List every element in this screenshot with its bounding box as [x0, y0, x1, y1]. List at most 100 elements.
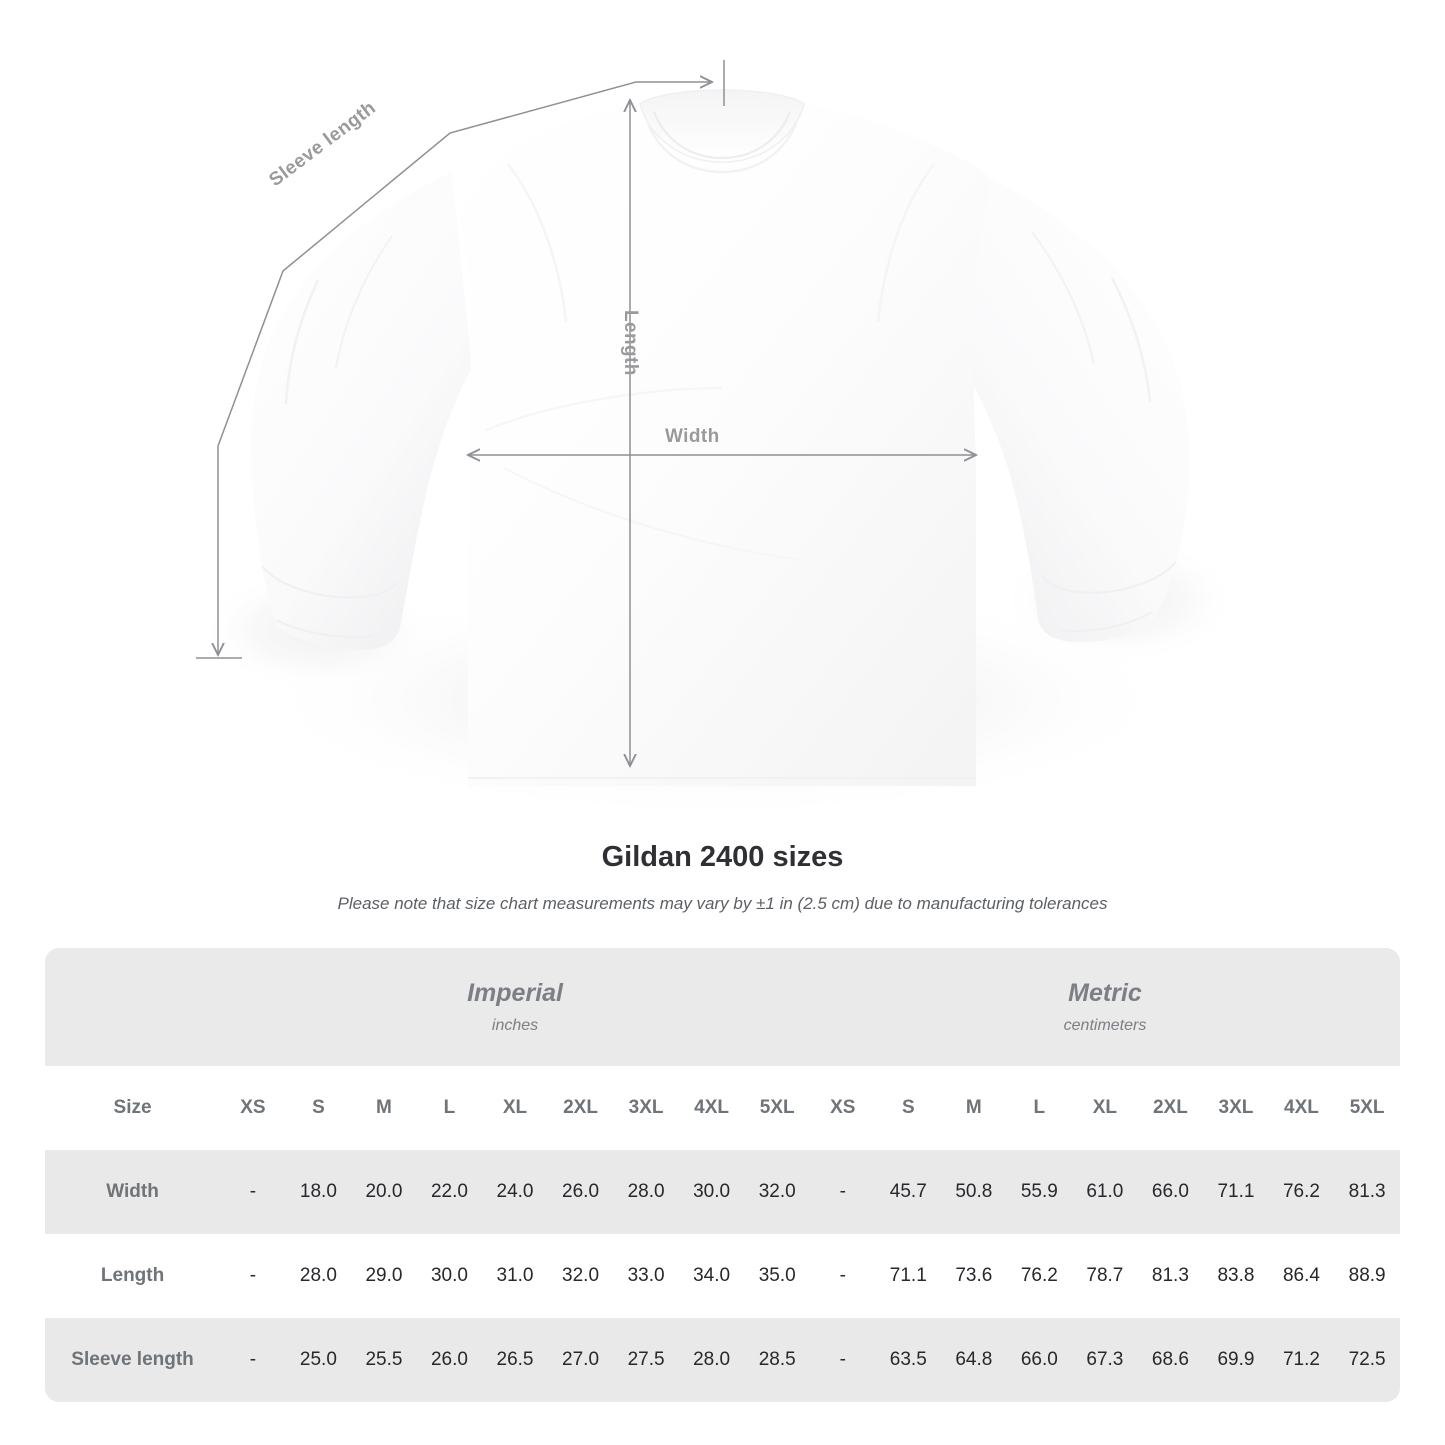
- size-header-cell: M: [941, 1066, 1007, 1150]
- measurement-cell: 30.0: [678, 1150, 745, 1234]
- measurement-cell: 30.0: [416, 1234, 483, 1318]
- measurement-cell: 32.0: [547, 1234, 614, 1318]
- unit-banner-spacer: [45, 948, 221, 1066]
- table-row: Width -18.0 20.0 22.0 24.0 26.0 28.0 30.0 32.0-4…: [45, 1150, 1400, 1234]
- measurement-cell: 28.0: [678, 1318, 745, 1402]
- size-header-cell: XS: [220, 1066, 286, 1150]
- measurement-cell: 26.0: [547, 1150, 614, 1234]
- measurement-guides: [196, 60, 976, 766]
- measurement-cell: 22.0: [416, 1150, 483, 1234]
- size-header-cell: L: [1006, 1066, 1073, 1150]
- size-header-cell: L: [416, 1066, 483, 1150]
- measurement-cell: 71.1: [1203, 1150, 1269, 1234]
- measurement-cell: 83.8: [1203, 1234, 1269, 1318]
- size-header-label: Size: [45, 1066, 221, 1150]
- measurement-cell: 33.0: [613, 1234, 679, 1318]
- unit-name: Metric: [1068, 978, 1142, 1007]
- size-header-row: Size XS S M L XL 2XL 3XL 4XL 5XL XS S M L XL 2XL 3XL 4XL 5…: [45, 1066, 1400, 1150]
- measurement-cell: 86.4: [1268, 1234, 1335, 1318]
- measurement-cell: -: [220, 1150, 286, 1234]
- size-header-cell: 4XL: [678, 1066, 745, 1150]
- measurement-cell: 27.0: [547, 1318, 614, 1402]
- measurement-cell: 25.0: [285, 1318, 352, 1402]
- measurement-cell: 26.5: [482, 1318, 548, 1402]
- size-header-cell: 2XL: [1137, 1066, 1204, 1150]
- measurement-cell: 35.0: [744, 1234, 810, 1318]
- measurement-cell: 28.0: [613, 1150, 679, 1234]
- measurement-cell: 71.1: [875, 1234, 942, 1318]
- measurement-cell: 66.0: [1006, 1318, 1073, 1402]
- sleeve-length-guide: [217, 82, 712, 447]
- size-header-cell: XL: [482, 1066, 548, 1150]
- measurement-cell: 73.6: [941, 1234, 1007, 1318]
- measurement-cell: 76.2: [1268, 1150, 1335, 1234]
- measurement-cell: 28.5: [744, 1318, 810, 1402]
- garment-body: [452, 89, 992, 786]
- measurement-cell: 34.0: [678, 1234, 745, 1318]
- measurement-row-label: Length: [45, 1234, 221, 1318]
- size-header-cell: 4XL: [1268, 1066, 1335, 1150]
- unit-group-metric: Metric centimeters: [810, 948, 1400, 1066]
- garment-svg: [196, 60, 1240, 820]
- unit-subtitle: inches: [491, 1016, 539, 1034]
- measurement-cell: 31.0: [482, 1234, 548, 1318]
- measurement-cell: 45.7: [875, 1150, 942, 1234]
- measurement-cell: 67.3: [1072, 1318, 1138, 1402]
- size-header-cell: 3XL: [613, 1066, 679, 1150]
- table-row: Length -28.0 29.0 30.0 31.0 32.0 33.0 34.0 35.0-…: [45, 1234, 1400, 1318]
- size-header-cell: 5XL: [1334, 1066, 1400, 1150]
- unit-name: Imperial: [467, 978, 563, 1007]
- unit-subtitle: centimeters: [1063, 1016, 1147, 1034]
- measurement-cell: 25.5: [351, 1318, 417, 1402]
- measurement-cell: 66.0: [1137, 1150, 1204, 1234]
- measurement-cell: 50.8: [941, 1150, 1007, 1234]
- measurement-cell: 69.9: [1203, 1318, 1269, 1402]
- garment-illustration: Sleeve length Length Width: [196, 60, 1240, 820]
- measurement-cell: 28.0: [285, 1234, 352, 1318]
- size-header-cell: M: [351, 1066, 417, 1150]
- left-sleeve: [251, 172, 472, 650]
- measurement-cell: 27.5: [613, 1318, 679, 1402]
- measurement-cell: 55.9: [1006, 1150, 1073, 1234]
- measurement-cell: 24.0: [482, 1150, 548, 1234]
- size-header-cell: XS: [810, 1066, 876, 1150]
- measurement-cell: 63.5: [875, 1318, 942, 1402]
- measurement-row-label: Width: [45, 1150, 221, 1234]
- size-header-cell: 2XL: [547, 1066, 614, 1150]
- length-label: Length: [620, 310, 641, 376]
- measurement-cell: 81.3: [1334, 1150, 1400, 1234]
- measurement-cell: -: [810, 1318, 876, 1402]
- measurement-cell: 68.6: [1137, 1318, 1204, 1402]
- measurement-cell: -: [810, 1150, 876, 1234]
- measurement-cell: 72.5: [1334, 1318, 1400, 1402]
- title-block: Gildan 2400 sizes Please note that size …: [0, 840, 1445, 915]
- measurement-cell: 88.9: [1334, 1234, 1400, 1318]
- unit-banner-row: Imperial inches Metric centimeters: [45, 948, 1400, 1066]
- measurement-cell: -: [810, 1234, 876, 1318]
- width-label: Width: [665, 426, 720, 447]
- measurement-cell: 81.3: [1137, 1234, 1204, 1318]
- measurement-cell: -: [220, 1234, 286, 1318]
- table-row: Sleeve length -25.0 25.5 26.0 26.5 27.0 27.5 28…: [45, 1318, 1400, 1402]
- measurement-cell: 32.0: [744, 1150, 810, 1234]
- size-table: Imperial inches Metric centimeters Size XS S M L…: [45, 948, 1400, 1402]
- measurement-row-label: Sleeve length: [45, 1318, 221, 1402]
- unit-group-imperial: Imperial inches: [220, 948, 810, 1066]
- measurement-cell: 29.0: [351, 1234, 417, 1318]
- right-sleeve: [960, 168, 1190, 643]
- measurement-cell: 20.0: [351, 1150, 417, 1234]
- measurement-cell: 61.0: [1072, 1150, 1138, 1234]
- measurement-cell: 64.8: [941, 1318, 1007, 1402]
- size-header-cell: S: [285, 1066, 352, 1150]
- measurement-cell: 26.0: [416, 1318, 483, 1402]
- measurement-cell: 76.2: [1006, 1234, 1073, 1318]
- tolerance-note: Please note that size chart measurements…: [337, 894, 1108, 913]
- page-title: Gildan 2400 sizes: [601, 841, 844, 873]
- measurement-cell: 71.2: [1268, 1318, 1335, 1402]
- size-header-cell: XL: [1072, 1066, 1138, 1150]
- size-table-container: Imperial inches Metric centimeters Size XS S M L…: [45, 948, 1400, 1402]
- measurement-cell: 78.7: [1072, 1234, 1138, 1318]
- size-header-cell: S: [875, 1066, 942, 1150]
- measurement-cell: -: [220, 1318, 286, 1402]
- measurement-cell: 18.0: [285, 1150, 352, 1234]
